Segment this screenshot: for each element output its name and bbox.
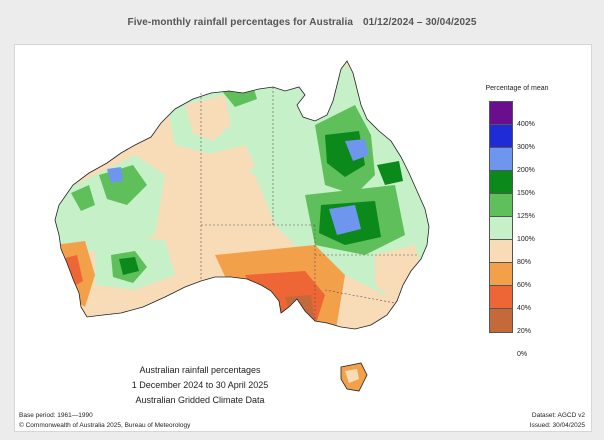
legend-swatch [490, 102, 512, 125]
legend-swatch [490, 309, 512, 332]
legend: Percentage of mean 400% 300% 200% 150% 125% 1… [453, 85, 583, 375]
legend-swatch [490, 194, 512, 217]
state-borders [200, 87, 417, 321]
legend-tick-label: 125% [517, 212, 535, 220]
legend-tick-label: 20% [517, 327, 532, 335]
map-panel: Percentage of mean 400% 300% 200% 150% 125% 1… [14, 44, 592, 432]
legend-tick-label: 200% [517, 166, 535, 174]
rainfall-shading [55, 65, 429, 329]
period-text: 01/12/2024 – 30/04/2025 [362, 16, 477, 28]
page-title: Five-monthly rainfall percentages for Au… [0, 0, 604, 44]
legend-tick-label: 100% [517, 235, 535, 243]
australia-rainfall-map [54, 60, 430, 392]
legend-tick-label: 300% [517, 143, 535, 151]
tasmania-inner [345, 369, 359, 383]
legend-tick-label: 0% [517, 350, 528, 358]
legend-tick-label: 150% [517, 189, 535, 197]
legend-swatch [490, 240, 512, 263]
legend-swatch [490, 263, 512, 286]
issued-date: Issued: 30/04/2025 [529, 422, 585, 429]
legend-swatch [490, 217, 512, 240]
copyright: © Commonwealth of Australia 2025, Bureau… [19, 422, 191, 429]
legend-swatch [490, 148, 512, 171]
legend-swatch [490, 171, 512, 194]
caption-line-2: 1 December 2024 to 30 April 2025 [131, 380, 269, 390]
legend-tick-label: 80% [517, 258, 532, 266]
caption-line-1: Australian rainfall percentages [139, 365, 261, 375]
dataset-label: Dataset: AGCD v2 [531, 412, 585, 419]
legend-swatch [490, 125, 512, 148]
legend-tick-label: 400% [517, 120, 535, 128]
legend-tick-label: 40% [517, 304, 532, 312]
legend-tick-label: 60% [517, 281, 532, 289]
map-caption: Australian rainfall percentages 1 Decemb… [75, 363, 325, 408]
title-text: Five-monthly rainfall percentages for Au… [127, 16, 353, 28]
caption-line-3: Australian Gridded Climate Data [135, 395, 265, 405]
legend-swatch [490, 286, 512, 309]
base-period: Base period: 1961—1990 [19, 412, 93, 419]
legend-title: Percentage of mean [485, 85, 549, 92]
legend-colorbar [489, 101, 513, 333]
